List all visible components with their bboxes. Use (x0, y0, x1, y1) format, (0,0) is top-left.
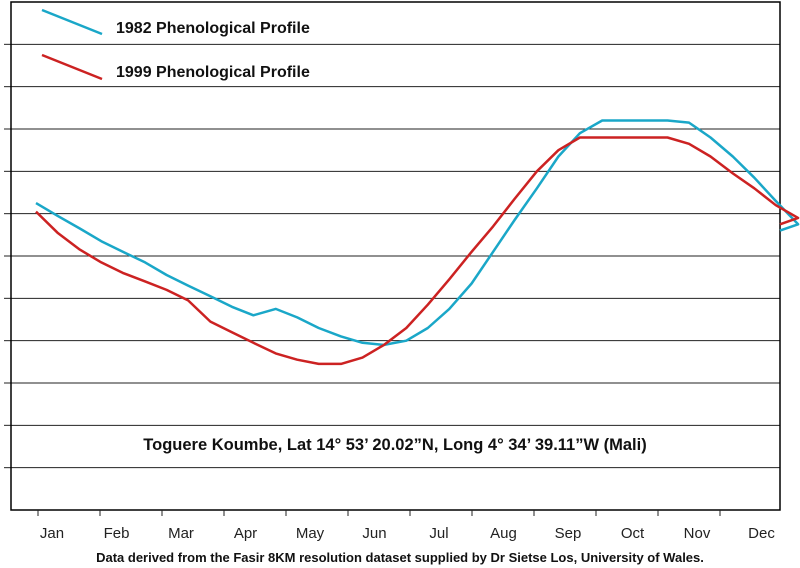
series-line-1999 (35, 136, 800, 366)
legend-swatch-1999 (41, 53, 103, 81)
month-label-dec: Dec (748, 525, 775, 542)
month-label-jun: Jun (362, 525, 386, 542)
gridlines (4, 43, 780, 469)
legend: 1982 Phenological Profile 1999 Phenologi… (41, 8, 310, 81)
month-label-may: May (296, 525, 325, 542)
month-label-oct: Oct (621, 525, 645, 542)
series-lines (35, 119, 800, 366)
legend-swatch-1982 (41, 8, 103, 36)
month-label-nov: Nov (684, 525, 711, 542)
site-annotation: Toguere Koumbe, Lat 14° 53’ 20.02”N, Lon… (143, 436, 646, 454)
month-label-mar: Mar (168, 525, 194, 542)
series-line-1982 (35, 119, 800, 347)
legend-label-1982: 1982 Phenological Profile (116, 20, 310, 37)
legend-label-1999: 1999 Phenological Profile (116, 64, 310, 81)
x-axis-month-labels: Jan Feb Mar Apr May Jun Jul Aug Sep Oct Nov Dec (40, 525, 775, 542)
month-label-jul: Jul (429, 525, 448, 542)
month-label-apr: Apr (234, 525, 257, 542)
month-label-jan: Jan (40, 525, 64, 542)
source-note: Data derived from the Fasir 8KM resoluti… (96, 550, 704, 565)
month-label-sep: Sep (555, 525, 582, 542)
month-label-feb: Feb (104, 525, 130, 542)
plot-frame (10, 1, 781, 511)
month-label-aug: Aug (490, 525, 517, 542)
x-axis-ticks (37, 510, 721, 516)
